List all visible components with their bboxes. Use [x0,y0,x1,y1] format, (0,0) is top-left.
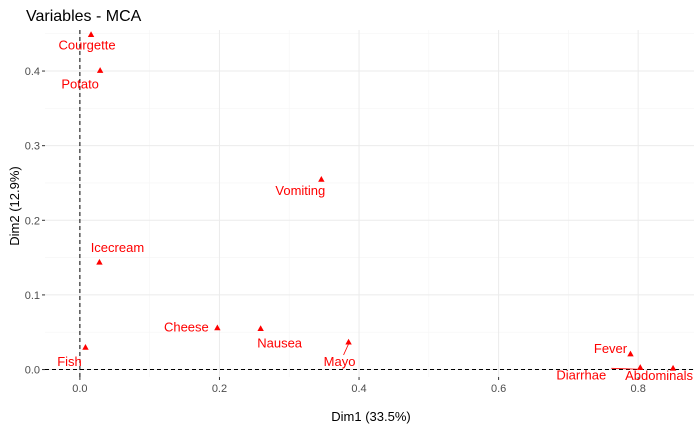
point-courgette [87,31,95,38]
y-tick-label: 0.4 [25,66,40,78]
x-tick-label: 0.2 [212,383,227,395]
point-fish [82,343,89,350]
label-cheese: Cheese [164,320,209,335]
point-abdominals [669,364,677,371]
y-tick-label: 0.3 [25,141,40,153]
label-abdominals: Abdominals [625,368,693,383]
points [82,31,677,371]
reference-lines [45,30,694,377]
x-tick-label: 0.8 [631,383,646,395]
point-fever [627,350,634,357]
point-diarrhae [637,364,644,370]
label-icecream: Icecream [91,240,144,255]
point-labels: Courgette Potato Vomiting Icecream Cheese Nau… [57,37,693,383]
label-leader-lines [343,343,641,370]
x-axis-title: Dim1 (33.5%) [331,409,410,424]
x-tick-label: 0.6 [491,383,506,395]
point-potato [96,67,104,73]
y-tick-label: 0.1 [25,290,40,302]
label-courgette: Courgette [59,37,116,52]
y-tick-label: 0.0 [25,365,40,377]
point-icecream [96,258,103,265]
grid [45,30,694,377]
chart-title: Variables - MCA [26,8,142,25]
label-mayo: Mayo [324,354,356,369]
y-axis-title: Dim2 (12.9%) [7,166,22,245]
point-cheese [214,324,221,331]
leader-mayo [343,343,349,356]
label-potato: Potato [61,76,99,91]
label-fish: Fish [57,354,82,369]
point-nausea [257,325,264,332]
label-nausea: Nausea [257,335,303,350]
label-fever: Fever [594,341,628,356]
leader-diarrhae [611,367,641,370]
y-tick-label: 0.2 [25,215,40,227]
x-tick-label: 0.0 [72,383,87,395]
axis-ticks: 0.0 0.2 0.4 0.6 0.8 0.0 0.1 0.2 0.3 0.4 [25,66,646,395]
label-diarrhae: Diarrhae [556,367,606,382]
x-tick-label: 0.4 [351,383,366,395]
point-mayo [345,338,352,345]
point-vomiting [318,176,325,182]
label-vomiting: Vomiting [275,183,325,198]
